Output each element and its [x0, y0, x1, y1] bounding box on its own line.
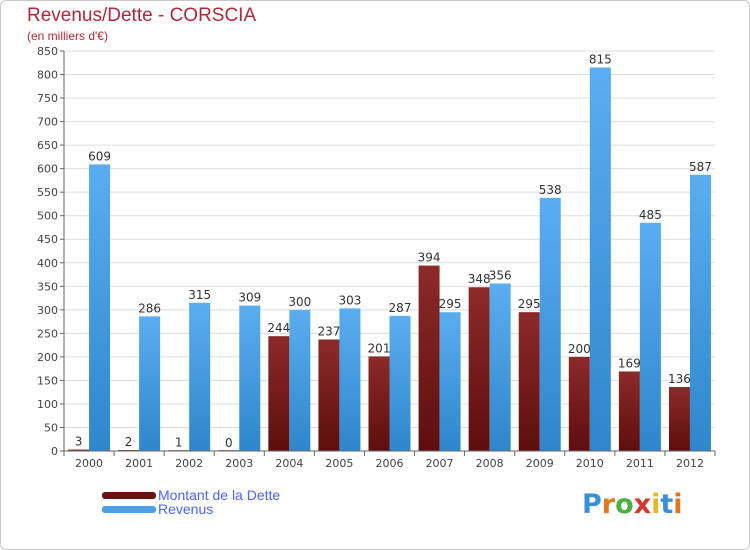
bar-dette — [368, 356, 390, 451]
bar-dette-label: 136 — [668, 372, 691, 386]
bar-dette — [518, 312, 540, 451]
bar-dette-label: 3 — [75, 435, 83, 449]
x-tick-label: 2012 — [676, 457, 704, 470]
x-tick-label: 2004 — [275, 457, 303, 470]
y-tick-label: 250 — [37, 327, 58, 340]
bar-revenus-label: 303 — [338, 293, 361, 307]
bar-revenus-label: 356 — [489, 268, 512, 282]
y-tick-label: 100 — [37, 398, 58, 411]
y-tick-label: 50 — [44, 421, 58, 434]
x-tick-label: 2009 — [526, 457, 554, 470]
bar-dette — [418, 265, 440, 451]
legend-item-dette: Montant de la Dette — [102, 487, 281, 503]
bar-dette — [68, 449, 90, 451]
y-tick-label: 200 — [37, 351, 58, 364]
legend-item-revenus: Revenus — [102, 501, 214, 517]
bar-revenus — [189, 302, 211, 451]
logo-letter: P — [582, 489, 602, 520]
bar-dette-label: 169 — [618, 356, 641, 370]
bar-revenus-label: 609 — [88, 149, 111, 163]
bar-revenus — [439, 312, 461, 451]
x-tick-label: 2008 — [476, 457, 504, 470]
bar-revenus — [339, 308, 361, 451]
bar-revenus-label: 309 — [238, 291, 261, 305]
bar-revenus-label: 315 — [188, 288, 211, 302]
bar-revenus — [239, 305, 261, 451]
y-tick-label: 400 — [37, 257, 58, 270]
y-tick-label: 500 — [37, 210, 58, 223]
logo-letter: o — [615, 489, 634, 520]
y-tick-label: 600 — [37, 163, 58, 176]
bar-revenus-label: 485 — [639, 208, 662, 222]
legend-swatch-revenus — [102, 505, 156, 513]
bar-dette — [668, 387, 690, 451]
y-tick-label: 300 — [37, 304, 58, 317]
bar-revenus — [389, 315, 411, 451]
legend-swatch-dette — [102, 491, 156, 499]
bar-revenus — [539, 197, 561, 451]
logo-letter: i — [651, 489, 661, 520]
bar-revenus-label: 287 — [389, 301, 412, 315]
x-tick-label: 2002 — [175, 457, 203, 470]
y-tick-label: 700 — [37, 116, 58, 129]
bar-dette-label: 200 — [568, 342, 591, 356]
x-tick-label: 2011 — [626, 457, 654, 470]
bar-dette-label: 348 — [468, 272, 491, 286]
bar-dette-label: 2 — [125, 435, 133, 449]
bar-revenus-label: 300 — [288, 295, 311, 309]
bar-revenus-label: 815 — [589, 52, 612, 66]
bar-revenus-label: 295 — [439, 297, 462, 311]
bar-dette-label: 237 — [317, 324, 340, 338]
bar-dette-label: 0 — [225, 436, 233, 450]
x-tick-label: 2005 — [325, 457, 353, 470]
x-tick-label: 2003 — [225, 457, 253, 470]
y-tick-label: 450 — [37, 233, 58, 246]
y-tick-label: 550 — [37, 186, 58, 199]
bar-dette-label: 1 — [175, 436, 183, 450]
bar-revenus-label: 286 — [138, 301, 161, 315]
y-tick-label: 150 — [37, 374, 58, 387]
y-tick-label: 800 — [37, 69, 58, 82]
bar-dette-label: 244 — [267, 321, 290, 335]
logo-letter: t — [660, 489, 674, 520]
bar-dette — [568, 356, 590, 451]
logo-letter: x — [633, 489, 652, 520]
bar-dette — [468, 287, 490, 451]
bar-revenus-label: 587 — [689, 160, 712, 174]
x-tick-label: 2000 — [75, 457, 103, 470]
bar-dette — [618, 371, 640, 451]
chart-title: Revenus/Dette - CORSCIA — [27, 5, 257, 26]
bar-revenus — [139, 316, 161, 451]
y-tick-label: 850 — [37, 45, 58, 58]
y-tick-label: 750 — [37, 92, 58, 105]
x-tick-label: 2001 — [125, 457, 153, 470]
bar-dette-label: 295 — [518, 297, 541, 311]
bar-revenus — [639, 222, 661, 451]
bar-dette-label: 201 — [368, 341, 391, 355]
bar-revenus — [489, 283, 511, 451]
bar-revenus-label: 538 — [539, 183, 562, 197]
bar-revenus — [89, 164, 111, 452]
bar-dette — [318, 339, 340, 451]
legend-label-dette: Montant de la Dette — [158, 487, 281, 503]
bar-revenus — [289, 309, 311, 451]
legend-label-revenus: Revenus — [158, 501, 214, 517]
proxiti-logo: Proxiti — [582, 489, 683, 520]
bar-dette-label: 394 — [418, 251, 441, 265]
y-tick-label: 350 — [37, 280, 58, 293]
bar-revenus — [689, 174, 711, 451]
y-tick-label: 650 — [37, 139, 58, 152]
logo-letter: r — [601, 489, 616, 520]
bar-dette — [268, 336, 290, 451]
bar-revenus — [589, 67, 611, 452]
x-tick-label: 2010 — [576, 457, 604, 470]
y-tick-label: 0 — [51, 445, 58, 458]
x-tick-label: 2006 — [376, 457, 404, 470]
chart-subtitle: (en milliers d'€) — [27, 29, 108, 43]
logo-letter: i — [673, 489, 683, 520]
x-tick-label: 2007 — [426, 457, 454, 470]
